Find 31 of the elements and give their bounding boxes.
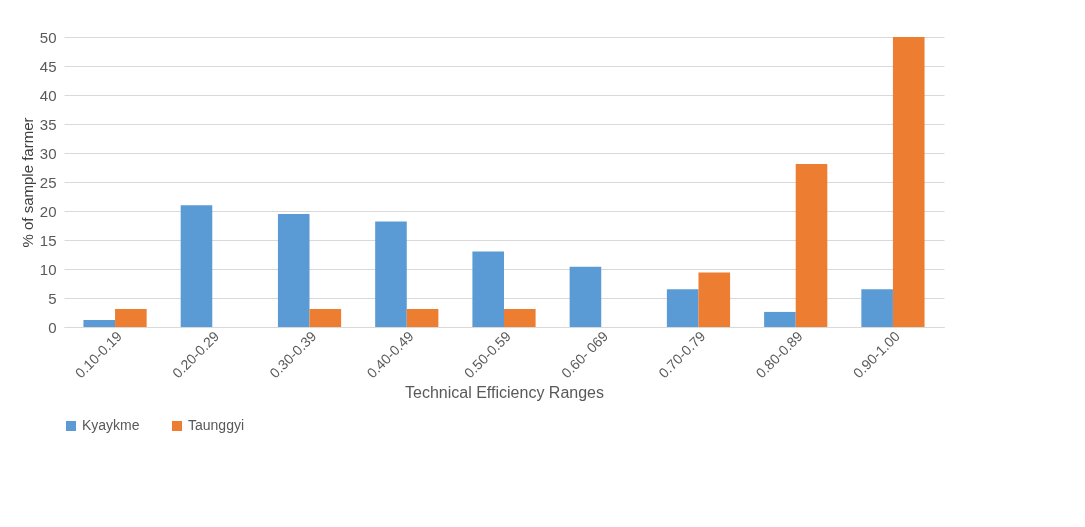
bar <box>795 164 828 327</box>
legend-label: Taunggyi <box>188 417 245 433</box>
y-tick-label: 50 <box>39 28 57 46</box>
y-tick-label: 20 <box>39 202 57 220</box>
bar <box>277 213 310 327</box>
bar <box>115 309 147 327</box>
bar <box>83 320 116 327</box>
bar <box>892 37 925 327</box>
y-tick-label: 25 <box>39 173 57 191</box>
legend-label: Kyaykme <box>82 417 140 433</box>
x-axis-title: Technical Efficiency Ranges <box>405 384 604 402</box>
bar <box>666 289 699 327</box>
y-tick-label: 40 <box>39 86 57 104</box>
y-tick-label: 10 <box>39 260 57 278</box>
bar <box>180 205 213 327</box>
bar <box>569 266 602 327</box>
y-tick-label: 0 <box>48 318 57 336</box>
bar <box>472 251 504 327</box>
y-tick-label: 35 <box>39 115 57 133</box>
bar <box>504 309 536 327</box>
y-tick-label: 45 <box>39 57 57 75</box>
y-axis-title: % of sample farmer <box>18 117 36 248</box>
bar <box>861 289 893 327</box>
y-tick-label: 30 <box>39 144 57 162</box>
bar <box>309 309 342 327</box>
bar <box>406 309 439 327</box>
bar <box>375 221 407 327</box>
y-tick-label: 15 <box>39 231 57 249</box>
bar <box>764 311 796 327</box>
bar <box>698 272 731 327</box>
y-tick-label: 5 <box>48 289 57 307</box>
